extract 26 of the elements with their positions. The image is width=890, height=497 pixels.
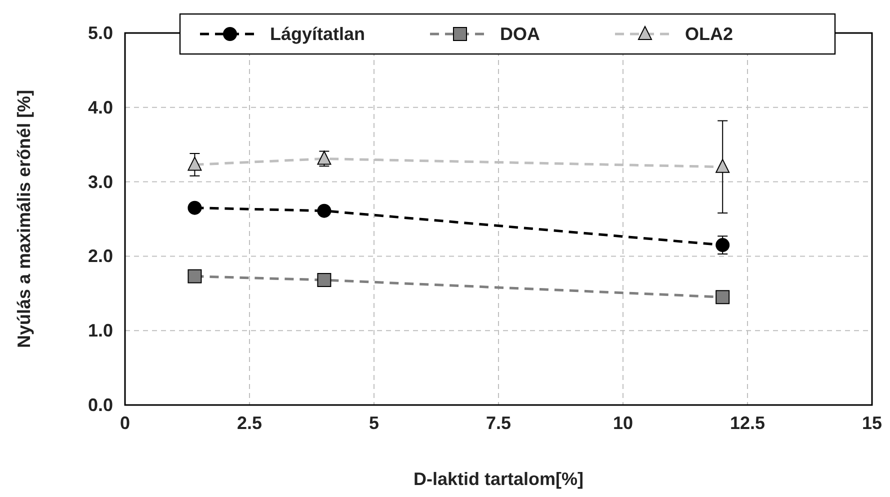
y-axis-title: Nyúlás a maximális erőnél [%] [14, 90, 34, 348]
point [317, 204, 332, 218]
x-tick-label: 10 [612, 413, 634, 433]
x-tick-label: 15 [862, 413, 882, 433]
y-tick-label: 4.0 [88, 97, 113, 118]
x-tick-label: 2.5 [236, 413, 262, 433]
y-tick-label: 0.0 [88, 395, 113, 415]
x-tick-label: 0 [120, 413, 130, 433]
x-tick-label: 5 [368, 413, 380, 433]
point [188, 269, 202, 284]
legend-label: DOA [500, 24, 540, 44]
point [716, 158, 730, 173]
y-tick-label: 5.0 [88, 23, 113, 43]
point [188, 156, 202, 171]
point [317, 273, 332, 288]
point [716, 290, 730, 304]
x-tick-label: 12.5 [730, 413, 766, 433]
legend-label: Lágyítatlan [270, 24, 366, 44]
y-tick-label: 2.0 [88, 246, 113, 266]
x-axis-title: D-laktid tartalom[%] [413, 469, 584, 489]
point [716, 238, 730, 252]
y-tick-label: 3.0 [88, 172, 113, 192]
x-tick-label: 7.5 [486, 413, 512, 433]
legend-label: OLA2 [685, 24, 734, 44]
y-tick-label: 1.0 [88, 320, 113, 341]
point [188, 200, 202, 215]
